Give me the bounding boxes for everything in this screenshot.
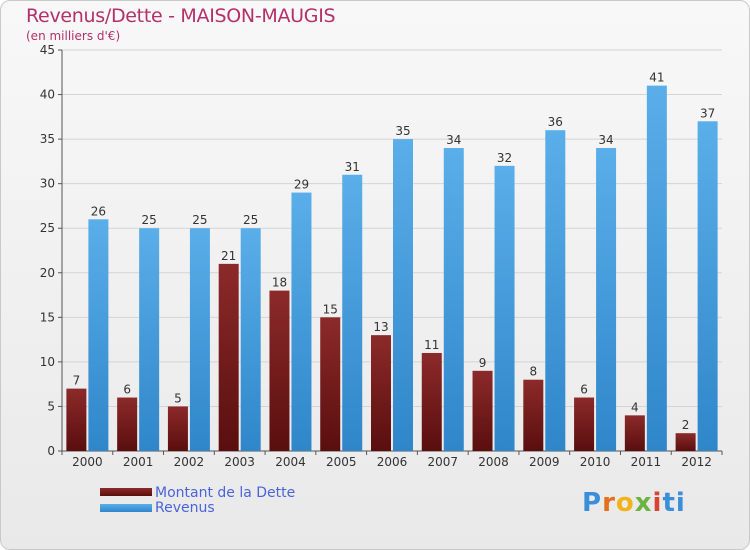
- y-tick-label: 45: [40, 43, 55, 57]
- data-labels: 7 26 6 25 5 25 21 25 18 29 15 31 13 35 11 34 9 32 8 36 6 34 4 4…: [73, 71, 716, 433]
- bar-revenue: [494, 165, 515, 451]
- proxiti-logo: Proxiti: [582, 488, 686, 518]
- bar-debt: [421, 352, 442, 451]
- y-tick-label: 15: [40, 310, 55, 324]
- x-tick-label: 2009: [529, 455, 560, 469]
- bar-debt: [66, 388, 87, 451]
- data-label-revenue: 35: [395, 124, 410, 138]
- data-label-debt: 9: [479, 356, 487, 370]
- data-label-revenue: 36: [548, 115, 563, 129]
- y-tick-label: 30: [40, 177, 55, 191]
- data-label-debt: 18: [272, 276, 287, 290]
- chart-title: Revenus/Dette - MAISON-MAUGIS: [26, 5, 336, 27]
- chart-subtitle: (en milliers d'€): [26, 29, 121, 43]
- x-tick-label: 2000: [72, 455, 103, 469]
- x-tick-label: 2005: [326, 455, 357, 469]
- bar-debt: [218, 263, 239, 451]
- bar-debt: [371, 335, 391, 451]
- data-label-debt: 8: [529, 365, 537, 379]
- data-label-debt: 11: [424, 338, 439, 352]
- x-tick-label: 2010: [580, 455, 611, 469]
- data-label-debt: 21: [221, 249, 236, 263]
- legend-label-debt: Montant de la Dette: [155, 485, 296, 501]
- data-label-revenue: 25: [142, 213, 157, 227]
- bar-debt: [523, 379, 544, 451]
- bar-revenue: [393, 139, 413, 451]
- y-tick-label: 5: [47, 399, 55, 413]
- bar-revenue: [545, 130, 566, 451]
- y-tick-label: 40: [40, 88, 55, 102]
- data-label-debt: 7: [73, 374, 81, 388]
- legend-label-revenue: Revenus: [155, 500, 215, 516]
- bar-debt: [167, 406, 188, 451]
- data-label-debt: 5: [174, 391, 182, 405]
- x-tick-label: 2003: [224, 455, 255, 469]
- y-tick-label: 20: [40, 266, 55, 280]
- x-tick-label: 2001: [123, 455, 154, 469]
- y-tick-label: 0: [47, 444, 55, 458]
- bar-debt: [117, 397, 138, 451]
- data-label-revenue: 34: [598, 133, 613, 147]
- bar-revenue: [646, 85, 667, 452]
- data-label-revenue: 41: [649, 71, 664, 85]
- bar-revenue: [697, 121, 718, 452]
- data-label-revenue: 29: [294, 178, 309, 192]
- bar-revenue: [291, 192, 312, 452]
- bar-revenue: [596, 148, 617, 451]
- bar-revenue: [342, 174, 363, 451]
- bar-debt: [624, 415, 645, 451]
- y-tick-label: 35: [40, 132, 55, 146]
- data-label-debt: 6: [123, 383, 131, 397]
- bar-revenue: [139, 228, 160, 451]
- bar-debt: [269, 290, 290, 451]
- x-tick-label: 2012: [681, 455, 712, 469]
- data-label-revenue: 25: [192, 213, 207, 227]
- data-label-debt: 2: [682, 418, 690, 432]
- data-label-debt: 6: [580, 383, 588, 397]
- bar-debt: [675, 433, 696, 451]
- bar-revenue: [240, 228, 261, 451]
- data-label-revenue: 32: [497, 151, 512, 165]
- bar-revenue: [189, 228, 210, 451]
- y-tick-label: 25: [40, 221, 55, 235]
- data-label-revenue: 37: [700, 106, 715, 120]
- y-tick-label: 10: [40, 355, 55, 369]
- bar-debt: [472, 370, 493, 451]
- bar-revenue: [443, 148, 464, 451]
- bar-debt: [320, 317, 341, 451]
- x-tick-label: 2008: [478, 455, 509, 469]
- data-label-revenue: 34: [446, 133, 461, 147]
- data-label-revenue: 25: [243, 213, 258, 227]
- x-tick-label: 2007: [427, 455, 458, 469]
- data-label-revenue: 26: [91, 204, 106, 218]
- bars: [66, 85, 718, 452]
- data-label-debt: 13: [373, 320, 388, 334]
- grid-lines: [62, 49, 722, 452]
- x-tick-label: 2002: [174, 455, 205, 469]
- data-label-debt: 4: [631, 400, 639, 414]
- bar-debt: [574, 397, 595, 451]
- data-label-debt: 15: [323, 302, 338, 316]
- bar-revenue: [88, 219, 109, 451]
- legend-swatch-revenue: [100, 504, 152, 512]
- data-label-revenue: 31: [345, 160, 360, 174]
- x-tick-label: 2006: [377, 455, 408, 469]
- x-tick-label: 2004: [275, 455, 306, 469]
- legend-swatch-debt: [100, 488, 152, 496]
- x-tick-label: 2011: [631, 455, 662, 469]
